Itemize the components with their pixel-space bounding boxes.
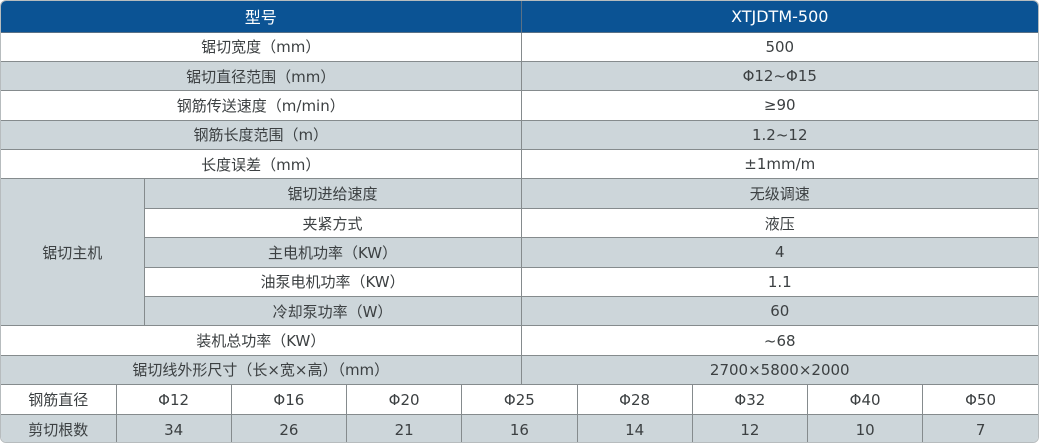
spec-value-cell: 1.1 <box>520 266 1038 298</box>
count-cell: 21 <box>345 414 463 442</box>
count-cell: 26 <box>230 414 348 442</box>
count-cell: 16 <box>461 414 578 442</box>
spec-value-cell: ~68 <box>520 325 1038 356</box>
count-cell: 7 <box>922 414 1038 442</box>
diameter-cell: Φ40 <box>806 385 924 416</box>
spec-value-cell: 60 <box>520 296 1038 327</box>
spec-label-cell: 冷却泵功率（W） <box>144 296 522 327</box>
spec-value-cell: 4 <box>520 237 1038 268</box>
spec-label-cell: 油泵电机功率（KW） <box>144 266 522 298</box>
spec-row-feed-speed: 钢筋传送速度（m/min） ≥90 <box>1 90 1038 121</box>
spec-value-cell: 液压 <box>520 207 1038 239</box>
saw-unit-row-oil-pump: 油泵电机功率（KW） 1.1 <box>1 266 1038 298</box>
spec-value-cell: ±1mm/m <box>520 149 1038 180</box>
capacity-table: 钢筋直径 Φ12 Φ16 Φ20 Φ25 Φ28 Φ32 Φ40 Φ50 剪切根… <box>1 385 1038 442</box>
saw-unit-row-feed: 锯切主机 锯切进给速度 无级调速 <box>1 178 1038 327</box>
spec-label-cell: 夹紧方式 <box>144 207 522 239</box>
diameter-cell: Φ50 <box>922 385 1038 416</box>
model-header-value: XTJDTM-500 <box>520 1 1038 33</box>
spec-row-diameter-range: 锯切直径范围（mm） Φ12~Φ15 <box>1 60 1038 92</box>
spec-label-cell: 锯切线外形尺寸（长×宽×高）（mm） <box>1 354 522 386</box>
saw-unit-group-cell: 锯切主机 <box>1 178 145 327</box>
model-header-row: 型号 XTJDTM-500 <box>1 1 1038 33</box>
spec-value-cell: 1.2~12 <box>520 119 1038 151</box>
saw-unit-row-coolant-pump: 冷却泵功率（W） 60 <box>1 296 1038 327</box>
diameter-row: 钢筋直径 Φ12 Φ16 Φ20 Φ25 Φ28 Φ32 Φ40 Φ50 <box>1 385 1038 416</box>
count-cell: 34 <box>115 414 232 442</box>
spec-label-cell: 钢筋传送速度（m/min） <box>1 90 522 121</box>
diameter-cell: Φ20 <box>345 385 463 416</box>
diameter-cell: Φ16 <box>230 385 348 416</box>
diameter-cell: Φ32 <box>691 385 809 416</box>
count-row: 剪切根数 34 26 21 16 14 12 10 7 <box>1 414 1038 442</box>
spec-value-cell: 2700×5800×2000 <box>520 354 1038 386</box>
spec-label-cell: 锯切进给速度 <box>143 178 522 209</box>
spec-row-length-range: 钢筋长度范围（m） 1.2~12 <box>1 119 1038 151</box>
saw-unit-row-main-motor: 主电机功率（KW） 4 <box>1 237 1038 268</box>
count-cell: 12 <box>691 414 809 442</box>
diameter-cell: Φ28 <box>576 385 693 416</box>
spec-row-total-power: 装机总功率（KW） ~68 <box>1 325 1038 356</box>
diameter-cell: Φ12 <box>115 385 232 416</box>
spec-value-cell: ≥90 <box>520 90 1038 121</box>
spec-label-cell: 锯切宽度（mm） <box>1 31 522 62</box>
spec-label-cell: 长度误差（mm） <box>1 149 522 180</box>
spec-table: 型号 XTJDTM-500 锯切宽度（mm） 500 锯切直径范围（mm） Φ1… <box>1 1 1038 386</box>
diameter-cell: Φ25 <box>461 385 578 416</box>
saw-unit-row-clamp: 夹紧方式 液压 <box>1 207 1038 239</box>
count-cell: 14 <box>576 414 693 442</box>
spec-value-cell: Φ12~Φ15 <box>520 60 1038 92</box>
spec-label-cell: 钢筋长度范围（m） <box>1 119 522 151</box>
spec-value-cell: 500 <box>520 31 1038 62</box>
spec-label-cell: 主电机功率（KW） <box>144 237 522 268</box>
count-row-label: 剪切根数 <box>1 414 117 442</box>
count-cell: 10 <box>806 414 924 442</box>
spec-row-length-error: 长度误差（mm） ±1mm/m <box>1 149 1038 180</box>
spec-value-cell: 无级调速 <box>520 178 1038 209</box>
spec-row-overall-size: 锯切线外形尺寸（长×宽×高）（mm） 2700×5800×2000 <box>1 354 1038 386</box>
spec-label-cell: 装机总功率（KW） <box>1 325 522 356</box>
diameter-row-label: 钢筋直径 <box>1 385 117 416</box>
model-header-label: 型号 <box>1 1 522 33</box>
spec-label-cell: 锯切直径范围（mm） <box>1 60 522 92</box>
spec-row-saw-width: 锯切宽度（mm） 500 <box>1 31 1038 62</box>
